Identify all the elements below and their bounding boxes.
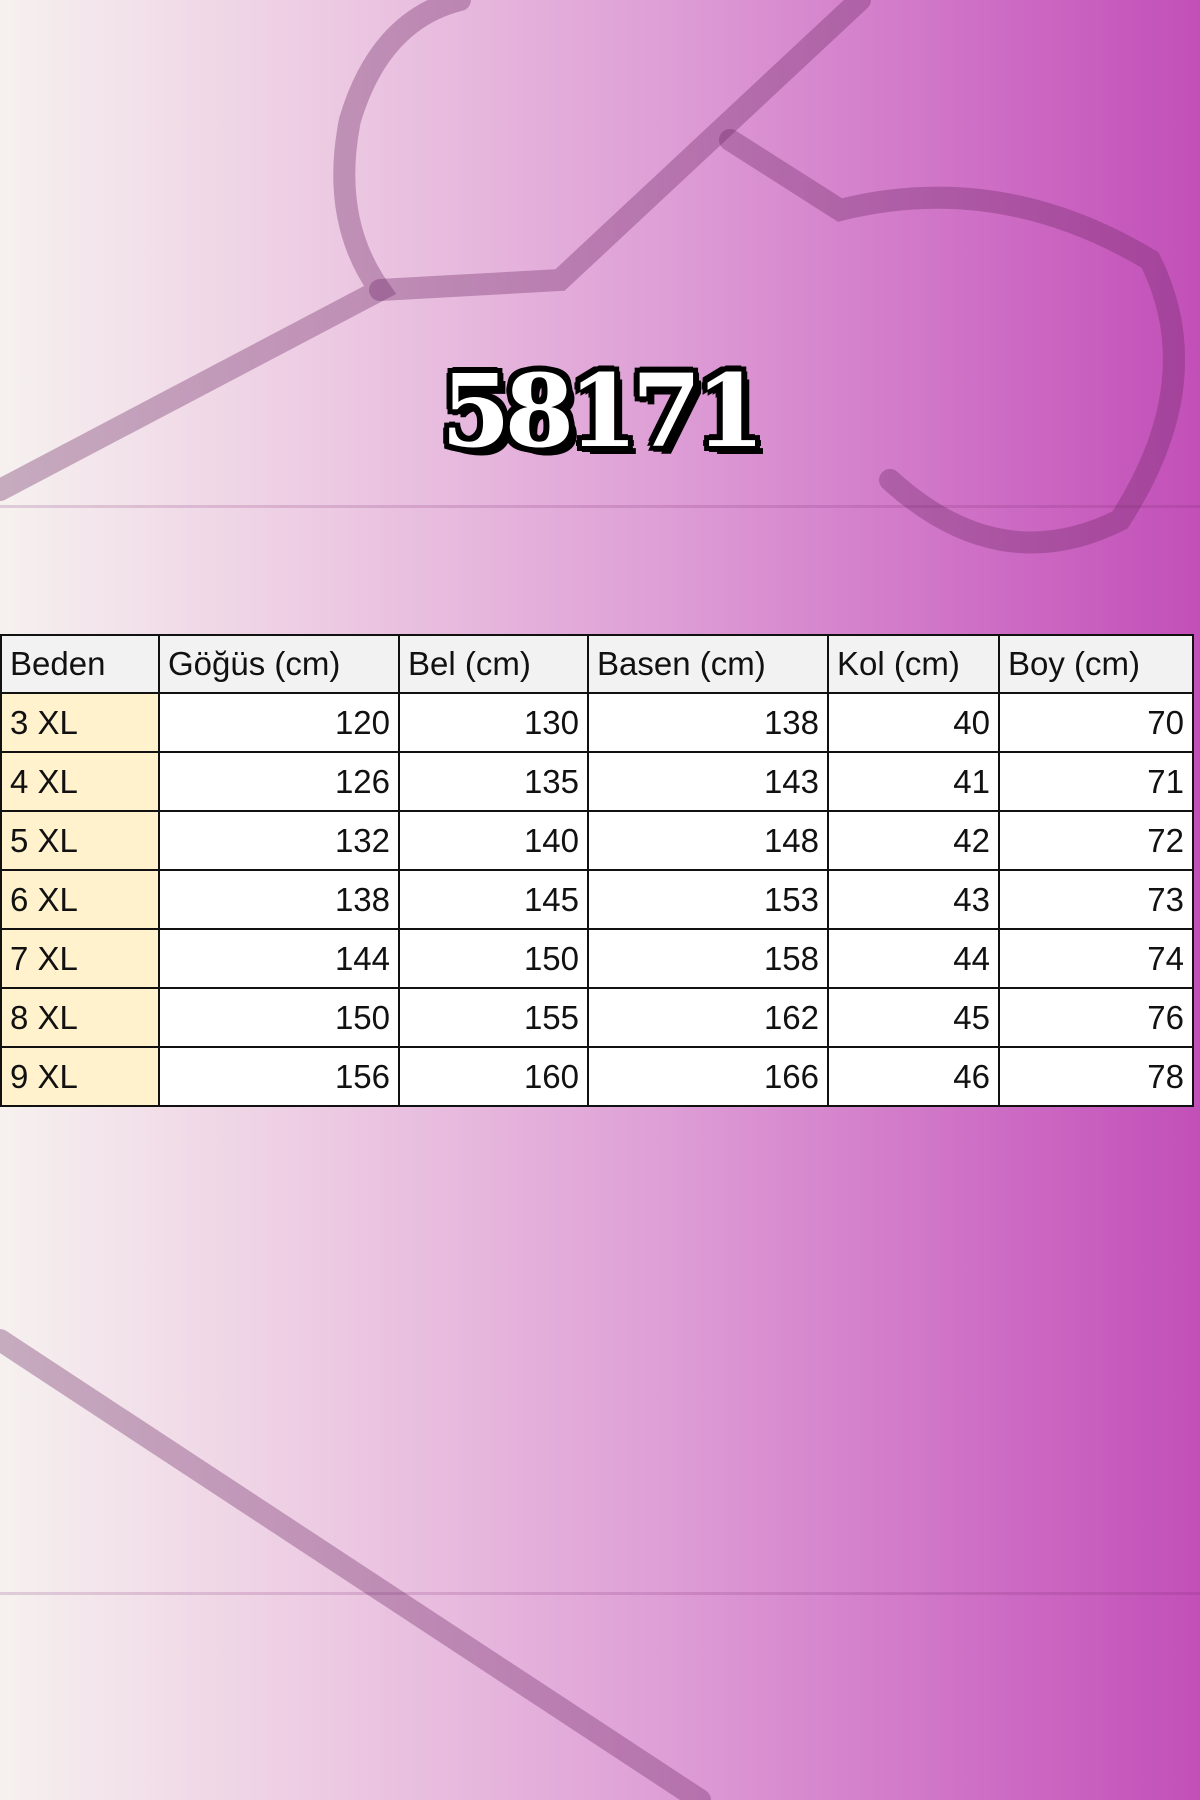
measurement-cell: 158 [587, 928, 829, 989]
table-row: 3 XL 120 130 138 40 70 [0, 692, 1194, 753]
column-header: Kol (cm) [827, 634, 1000, 694]
measurement-cell: 126 [158, 751, 400, 812]
measurement-cell: 138 [158, 869, 400, 930]
measurement-cell: 45 [827, 987, 1000, 1048]
measurement-cell: 145 [398, 869, 589, 930]
measurement-cell: 46 [827, 1046, 1000, 1107]
measurement-cell: 78 [998, 1046, 1194, 1107]
table-row: 5 XL 132 140 148 42 72 [0, 810, 1194, 871]
measurement-cell: 156 [158, 1046, 400, 1107]
measurement-cell: 72 [998, 810, 1194, 871]
measurement-cell: 74 [998, 928, 1194, 989]
measurement-cell: 144 [158, 928, 400, 989]
column-header: Bel (cm) [398, 634, 589, 694]
size-cell: 9 XL [0, 1046, 160, 1107]
column-header: Boy (cm) [998, 634, 1194, 694]
measurement-cell: 160 [398, 1046, 589, 1107]
size-chart-table: Beden Göğüs (cm) Bel (cm) Basen (cm) Kol (cm… [0, 634, 1194, 1107]
product-code-title: 58171 [441, 352, 765, 470]
measurement-cell: 130 [398, 692, 589, 753]
measurement-cell: 166 [587, 1046, 829, 1107]
measurement-cell: 70 [998, 692, 1194, 753]
measurement-cell: 135 [398, 751, 589, 812]
table-row: 4 XL 126 135 143 41 71 [0, 751, 1194, 812]
measurement-cell: 150 [158, 987, 400, 1048]
measurement-cell: 140 [398, 810, 589, 871]
table-row: 6 XL 138 145 153 43 73 [0, 869, 1194, 930]
measurement-cell: 150 [398, 928, 589, 989]
measurement-cell: 143 [587, 751, 829, 812]
measurement-cell: 41 [827, 751, 1000, 812]
background-plank-line [0, 505, 1200, 508]
measurement-cell: 148 [587, 810, 829, 871]
measurement-cell: 40 [827, 692, 1000, 753]
measurement-cell: 43 [827, 869, 1000, 930]
measurement-cell: 44 [827, 928, 1000, 989]
measurement-cell: 120 [158, 692, 400, 753]
size-cell: 4 XL [0, 751, 160, 812]
table-row: 7 XL 144 150 158 44 74 [0, 928, 1194, 989]
measurement-cell: 42 [827, 810, 1000, 871]
measurement-cell: 153 [587, 869, 829, 930]
measurement-cell: 76 [998, 987, 1194, 1048]
size-cell: 7 XL [0, 928, 160, 989]
size-cell: 3 XL [0, 692, 160, 753]
column-header: Göğüs (cm) [158, 634, 400, 694]
measurement-cell: 138 [587, 692, 829, 753]
column-header: Beden [0, 634, 160, 694]
column-header: Basen (cm) [587, 634, 829, 694]
size-cell: 8 XL [0, 987, 160, 1048]
measurement-cell: 162 [587, 987, 829, 1048]
background-plank-line [0, 1592, 1200, 1595]
measurement-cell: 73 [998, 869, 1194, 930]
table-row: 9 XL 156 160 166 46 78 [0, 1046, 1194, 1107]
measurement-cell: 132 [158, 810, 400, 871]
size-cell: 6 XL [0, 869, 160, 930]
measurement-cell: 155 [398, 987, 589, 1048]
table-header-row: Beden Göğüs (cm) Bel (cm) Basen (cm) Kol (cm… [0, 634, 1194, 694]
size-cell: 5 XL [0, 810, 160, 871]
table-row: 8 XL 150 155 162 45 76 [0, 987, 1194, 1048]
measurement-cell: 71 [998, 751, 1194, 812]
